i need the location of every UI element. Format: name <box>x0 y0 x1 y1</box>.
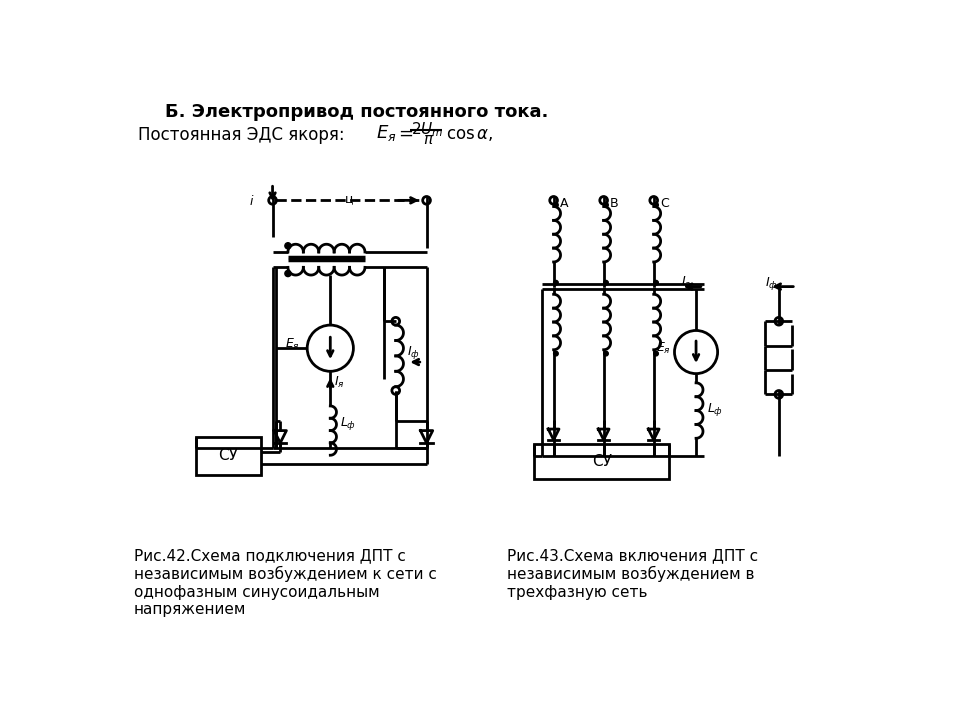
Text: Постоянная ЭДС якоря:: Постоянная ЭДС якоря: <box>138 127 345 145</box>
Text: $I_ф$: $I_ф$ <box>407 343 420 361</box>
Bar <box>196 437 261 475</box>
Text: Рис.43.Схема включения ДПТ с
независимым возбуждением в
трехфазную сеть: Рис.43.Схема включения ДПТ с независимым… <box>508 549 758 600</box>
Text: $E_я$: $E_я$ <box>284 337 300 352</box>
Text: $\pi$: $\pi$ <box>422 132 434 147</box>
Text: $i$: $i$ <box>250 194 254 208</box>
Circle shape <box>604 202 609 207</box>
Circle shape <box>285 271 291 276</box>
Text: $L_ф$: $L_ф$ <box>707 401 723 418</box>
Text: СУ: СУ <box>218 449 238 464</box>
Circle shape <box>554 202 558 207</box>
Circle shape <box>654 280 659 285</box>
Circle shape <box>654 202 659 207</box>
Text: B: B <box>610 197 618 210</box>
Text: Рис.42.Схема подключения ДПТ с
независимым возбуждением к сети с
однофазным сину: Рис.42.Схема подключения ДПТ с независим… <box>134 549 437 617</box>
Text: $E_я$: $E_я$ <box>376 123 397 143</box>
Text: $I_ф$: $I_ф$ <box>765 275 779 292</box>
Text: Б. Электропривод постоянного тока.: Б. Электропривод постоянного тока. <box>165 104 548 122</box>
Text: =: = <box>398 125 413 143</box>
Text: $L_ф$: $L_ф$ <box>340 415 356 432</box>
Circle shape <box>554 351 558 356</box>
Text: $E_я$: $E_я$ <box>656 341 671 356</box>
Circle shape <box>604 280 609 285</box>
Text: $2U_m$: $2U_m$ <box>411 120 444 139</box>
Text: A: A <box>560 197 568 210</box>
Text: СУ: СУ <box>591 454 612 469</box>
Circle shape <box>554 280 558 285</box>
Circle shape <box>654 351 659 356</box>
Circle shape <box>604 351 609 356</box>
Circle shape <box>285 243 291 249</box>
Text: $I_а$: $I_а$ <box>681 275 691 290</box>
Text: $I_я$: $I_я$ <box>334 375 345 390</box>
Text: C: C <box>660 197 668 210</box>
Text: ц: ц <box>346 193 354 206</box>
Text: $\cos\alpha,$: $\cos\alpha,$ <box>445 125 493 143</box>
Bar <box>535 444 669 479</box>
